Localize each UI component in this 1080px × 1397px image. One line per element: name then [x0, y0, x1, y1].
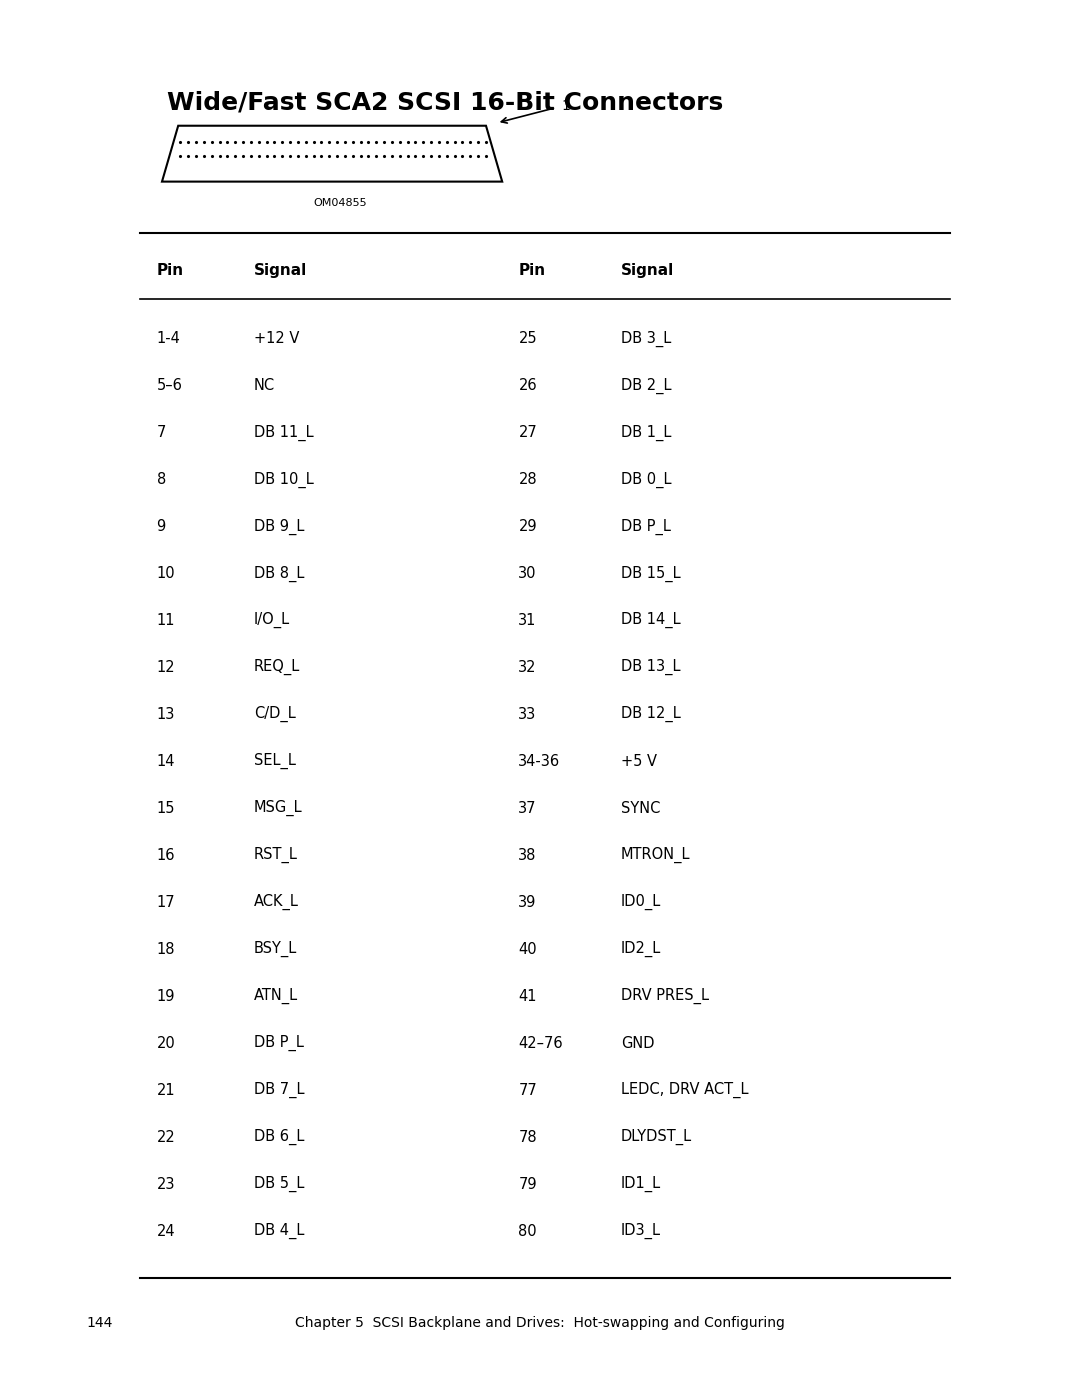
- Text: NC: NC: [254, 379, 275, 393]
- Text: Signal: Signal: [254, 263, 307, 278]
- Text: 31: 31: [518, 613, 537, 627]
- Text: MTRON_L: MTRON_L: [621, 847, 690, 863]
- Text: 13: 13: [157, 707, 175, 722]
- Text: ID0_L: ID0_L: [621, 894, 661, 911]
- Text: 9: 9: [157, 518, 166, 534]
- Text: DB 2_L: DB 2_L: [621, 377, 672, 394]
- Text: DB 5_L: DB 5_L: [254, 1176, 305, 1193]
- Text: 15: 15: [157, 800, 175, 816]
- Text: SEL_L: SEL_L: [254, 753, 296, 770]
- Text: 25: 25: [518, 331, 537, 346]
- Text: 7: 7: [157, 425, 166, 440]
- Text: GND: GND: [621, 1035, 654, 1051]
- Text: ID1_L: ID1_L: [621, 1176, 661, 1193]
- Text: 24: 24: [157, 1224, 175, 1239]
- Text: ID3_L: ID3_L: [621, 1224, 661, 1239]
- Text: 27: 27: [518, 425, 537, 440]
- Text: 20: 20: [157, 1035, 175, 1051]
- Text: 21: 21: [157, 1083, 175, 1098]
- Text: 80: 80: [518, 1224, 537, 1239]
- Text: Pin: Pin: [518, 263, 545, 278]
- Text: ATN_L: ATN_L: [254, 988, 298, 1004]
- Text: 42–76: 42–76: [518, 1035, 563, 1051]
- Text: 41: 41: [518, 989, 537, 1004]
- Text: 11: 11: [157, 613, 175, 627]
- Text: 40: 40: [518, 942, 537, 957]
- Text: 77: 77: [518, 1083, 537, 1098]
- Text: 30: 30: [518, 566, 537, 581]
- Text: 144: 144: [86, 1316, 112, 1330]
- Text: 14: 14: [157, 754, 175, 768]
- Text: Wide/Fast SCA2 SCSI 16-Bit Connectors: Wide/Fast SCA2 SCSI 16-Bit Connectors: [167, 91, 724, 115]
- Text: 38: 38: [518, 848, 537, 863]
- Text: DB 9_L: DB 9_L: [254, 518, 305, 535]
- Text: REQ_L: REQ_L: [254, 659, 300, 676]
- Text: 1-4: 1-4: [157, 331, 180, 346]
- Text: 78: 78: [518, 1130, 537, 1144]
- Text: 32: 32: [518, 659, 537, 675]
- Text: 34-36: 34-36: [518, 754, 561, 768]
- Text: 19: 19: [157, 989, 175, 1004]
- Text: DB 6_L: DB 6_L: [254, 1129, 305, 1146]
- Text: DLYDST_L: DLYDST_L: [621, 1129, 692, 1146]
- Text: 16: 16: [157, 848, 175, 863]
- Text: DB 7_L: DB 7_L: [254, 1083, 305, 1098]
- Text: 18: 18: [157, 942, 175, 957]
- Text: 10: 10: [157, 566, 175, 581]
- Text: +5 V: +5 V: [621, 754, 657, 768]
- Text: 79: 79: [518, 1176, 537, 1192]
- Text: DB 1_L: DB 1_L: [621, 425, 672, 440]
- Text: I/O_L: I/O_L: [254, 612, 289, 629]
- Text: 8: 8: [157, 472, 166, 488]
- Text: 12: 12: [157, 659, 175, 675]
- Text: LEDC, DRV ACT_L: LEDC, DRV ACT_L: [621, 1083, 748, 1098]
- Text: DB 0_L: DB 0_L: [621, 471, 672, 488]
- Text: 22: 22: [157, 1130, 175, 1144]
- Text: DB 10_L: DB 10_L: [254, 471, 313, 488]
- Text: DB 4_L: DB 4_L: [254, 1224, 305, 1239]
- Text: DB 13_L: DB 13_L: [621, 659, 680, 676]
- Text: SYNC: SYNC: [621, 800, 660, 816]
- Text: 29: 29: [518, 518, 537, 534]
- Text: 33: 33: [518, 707, 537, 722]
- Text: RST_L: RST_L: [254, 847, 298, 863]
- Text: +12 V: +12 V: [254, 331, 299, 346]
- Text: ID2_L: ID2_L: [621, 942, 661, 957]
- Text: 5–6: 5–6: [157, 379, 183, 393]
- Text: DB P_L: DB P_L: [254, 1035, 303, 1052]
- Text: ACK_L: ACK_L: [254, 894, 299, 911]
- Text: MSG_L: MSG_L: [254, 800, 302, 816]
- Text: DB P_L: DB P_L: [621, 518, 671, 535]
- Text: DB 3_L: DB 3_L: [621, 330, 672, 346]
- Text: OM04855: OM04855: [313, 198, 367, 208]
- Text: 28: 28: [518, 472, 537, 488]
- Text: 37: 37: [518, 800, 537, 816]
- Text: Chapter 5  SCSI Backplane and Drives:  Hot-swapping and Configuring: Chapter 5 SCSI Backplane and Drives: Hot…: [295, 1316, 785, 1330]
- Text: Pin: Pin: [157, 263, 184, 278]
- Text: BSY_L: BSY_L: [254, 942, 297, 957]
- Text: DB 8_L: DB 8_L: [254, 566, 305, 581]
- Text: 39: 39: [518, 895, 537, 909]
- Text: 23: 23: [157, 1176, 175, 1192]
- Text: DB 15_L: DB 15_L: [621, 566, 680, 581]
- Text: DB 11_L: DB 11_L: [254, 425, 313, 440]
- Text: Signal: Signal: [621, 263, 674, 278]
- Text: DRV PRES_L: DRV PRES_L: [621, 988, 708, 1004]
- Text: DB 12_L: DB 12_L: [621, 707, 680, 722]
- Text: 26: 26: [518, 379, 537, 393]
- Text: 17: 17: [157, 895, 175, 909]
- Text: C/D_L: C/D_L: [254, 707, 296, 722]
- Text: 1: 1: [562, 99, 570, 113]
- Text: DB 14_L: DB 14_L: [621, 612, 680, 629]
